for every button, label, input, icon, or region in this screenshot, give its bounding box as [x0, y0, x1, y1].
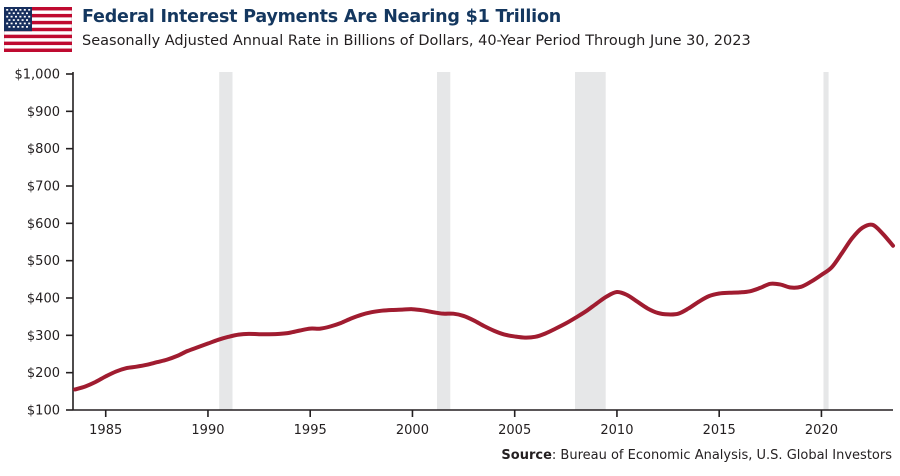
y-tick-label: $400	[27, 292, 60, 307]
source-label: Source	[501, 448, 552, 463]
title-block: Federal Interest Payments Are Nearing $1…	[82, 6, 892, 51]
x-tick-label: 2020	[805, 423, 838, 438]
x-axis-labels: 1985 1990 1995 2000 2005 2010 2015 2020	[89, 423, 838, 438]
recession-bands	[219, 72, 829, 410]
x-tick-label: 2015	[703, 423, 736, 438]
page-title: Federal Interest Payments Are Nearing $1…	[82, 7, 562, 27]
page-subtitle: Seasonally Adjusted Annual Rate in Billi…	[82, 33, 751, 49]
recession-2020-band	[823, 72, 829, 410]
source-note: Source: Bureau of Economic Analysis, U.S…	[501, 448, 892, 463]
chart-header: Federal Interest Payments Are Nearing $1…	[0, 0, 900, 60]
y-tick-label: $1,000	[15, 68, 61, 83]
data-series-line	[73, 222, 895, 392]
chart-footer: Source: Bureau of Economic Analysis, U.S…	[0, 448, 900, 476]
source-separator: :	[551, 448, 561, 463]
source-text: Bureau of Economic Analysis, U.S. Global…	[560, 448, 892, 463]
y-tick-label: $700	[27, 180, 60, 195]
y-tick-label: $800	[27, 142, 60, 157]
y-tick-label: $900	[27, 105, 60, 120]
y-axis-ticks	[66, 73, 73, 411]
us-flag-icon	[3, 6, 73, 53]
recession-2008-band	[575, 72, 606, 410]
y-axis-labels: $100 $200 $300 $400 $500 $600 $700 $800 $900 $1,0…	[15, 68, 61, 419]
y-tick-label: $100	[27, 404, 60, 419]
recession-1990-band	[219, 72, 233, 410]
y-tick-label: $300	[27, 329, 60, 344]
x-axis-ticks	[104, 410, 823, 417]
x-tick-label: 2010	[600, 423, 633, 438]
y-tick-label: $500	[27, 254, 60, 269]
recession-2001-band	[436, 72, 451, 410]
y-tick-label: $600	[27, 217, 60, 232]
y-tick-label: $200	[27, 366, 60, 381]
line-chart-svg: $100 $200 $300 $400 $500 $600 $700 $800 $900 $1,0…	[15, 68, 895, 438]
x-tick-label: 2000	[396, 423, 429, 438]
x-tick-label: 1985	[89, 423, 122, 438]
x-tick-label: 2005	[498, 423, 531, 438]
x-tick-label: 1995	[294, 423, 327, 438]
x-tick-label: 1990	[191, 423, 224, 438]
chart-plot-area: $100 $200 $300 $400 $500 $600 $700 $800 $900 $1,0…	[0, 60, 900, 445]
